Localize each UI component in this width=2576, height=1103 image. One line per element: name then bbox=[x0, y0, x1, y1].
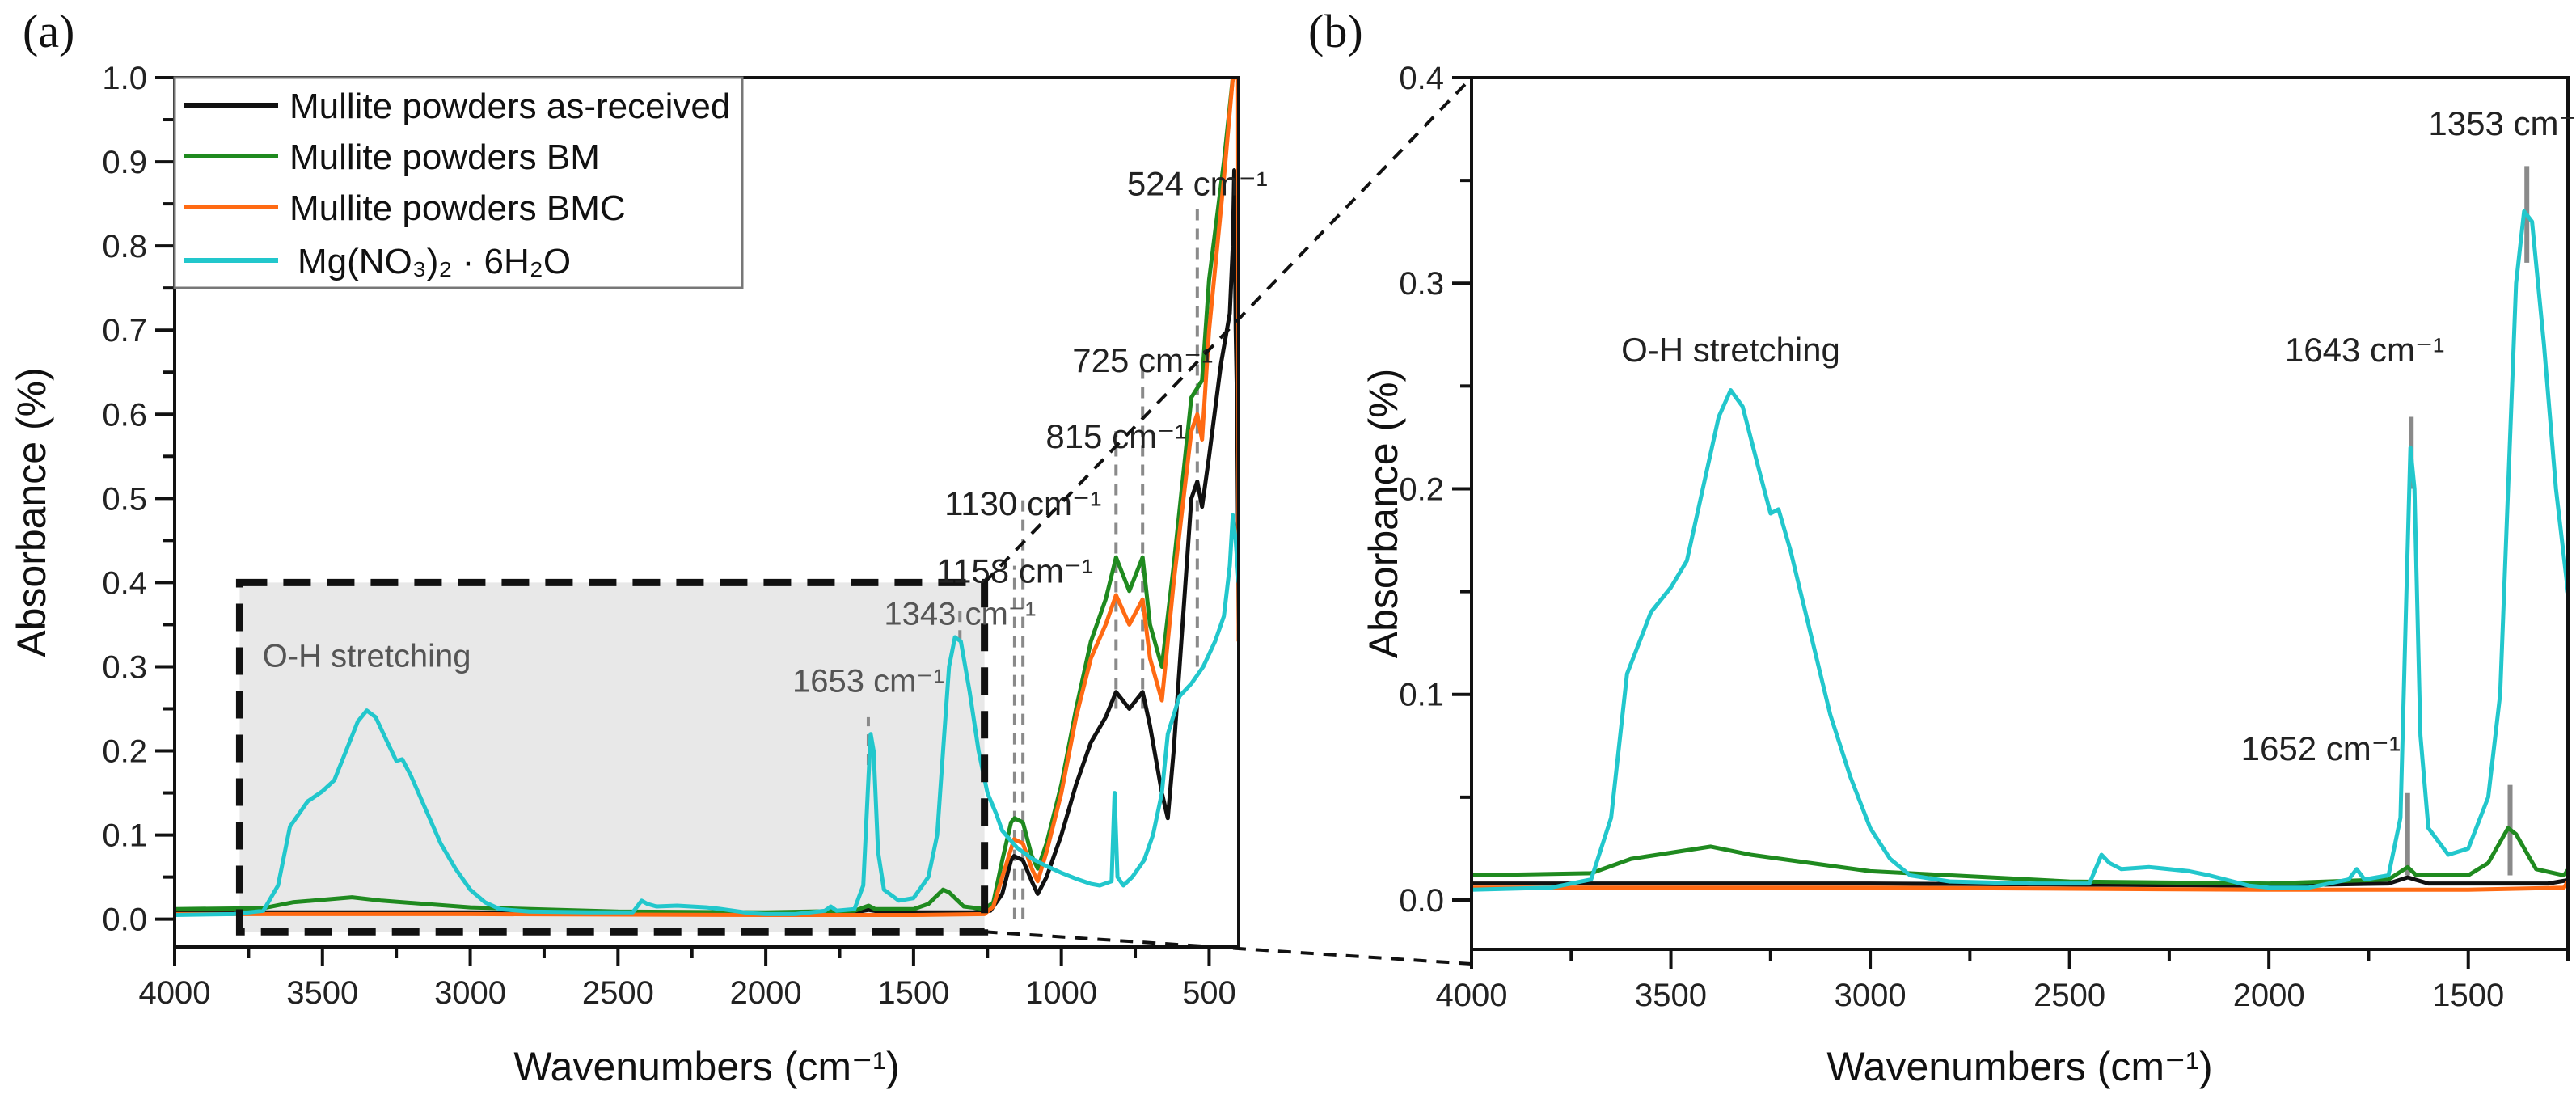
peak-annotation: 1653 cm⁻¹ bbox=[792, 664, 944, 699]
y-tick-label: 0.2 bbox=[1399, 471, 1444, 507]
peak-annotation: 1130 cm⁻¹ bbox=[944, 484, 1101, 522]
x-tick-label: 500 bbox=[1182, 975, 1236, 1011]
zoom-connectors bbox=[983, 76, 1473, 966]
series-line-3 bbox=[1472, 209, 2568, 892]
x-tick-label: 1500 bbox=[2432, 978, 2504, 1013]
peak-annotation: O-H stretching bbox=[263, 638, 471, 674]
series-group bbox=[175, 78, 1239, 917]
x-tick-label: 3500 bbox=[286, 975, 358, 1011]
series-line-2 bbox=[175, 78, 1239, 917]
x-tick-label: 2500 bbox=[2033, 978, 2105, 1013]
panel-b: 4000 3500 3000 2500 2000 1500 0.0 0.1 0.2 0.3 0.4 W… bbox=[1308, 5, 2576, 1089]
x-axis-title: Wavenumbers (cm⁻¹) bbox=[513, 1044, 899, 1089]
zoom-region-box bbox=[235, 578, 989, 936]
y-tick-label: 0.1 bbox=[102, 818, 147, 854]
x-tick-label: 4000 bbox=[1436, 978, 1508, 1013]
y-tick-label: 0.0 bbox=[102, 902, 147, 938]
series-line-0 bbox=[175, 168, 1239, 915]
legend-label: Mg(NO₃)₂ · 6H₂O bbox=[298, 242, 571, 281]
y-axis-title: Absorbance (%) bbox=[1361, 369, 1406, 659]
legend-box bbox=[173, 76, 744, 289]
y-tick-label: 0.3 bbox=[102, 649, 147, 685]
panel-label: (a) bbox=[23, 5, 74, 57]
panel-a: 4000 3500 3000 2500 2000 1500 1000 500 0.0 0.1 0.2… bbox=[9, 5, 1268, 1089]
x-tick-label: 1000 bbox=[1025, 975, 1097, 1011]
panel-label: (b) bbox=[1308, 5, 1363, 57]
x-tick-label: 2000 bbox=[730, 975, 802, 1011]
x-tick-label: 3000 bbox=[434, 975, 506, 1011]
legend-item: Mullite powders as-received bbox=[184, 87, 730, 126]
legend-label: Mullite powders as-received bbox=[289, 87, 730, 126]
series-line-1 bbox=[175, 78, 1239, 915]
y-tick-label: 1.0 bbox=[102, 61, 147, 96]
series-line-2 bbox=[1472, 877, 2568, 892]
peak-annotation: 1343 cm⁻¹ bbox=[884, 596, 1036, 632]
legend-item: Mullite powders BMC bbox=[184, 188, 626, 228]
peak-annotation: 1158 cm⁻¹ bbox=[936, 552, 1093, 590]
x-tick-label: 2500 bbox=[582, 975, 654, 1011]
peak-annotation: 1643 cm⁻¹ bbox=[2285, 331, 2444, 369]
y-tick-label: 0.3 bbox=[1399, 266, 1444, 302]
y-tick-label: 0.8 bbox=[102, 229, 147, 264]
y-tick-label: 0.4 bbox=[1399, 61, 1444, 96]
y-tick-label: 0.1 bbox=[1399, 678, 1444, 713]
x-tick-label: 3500 bbox=[1635, 978, 1707, 1013]
y-tick-label: 0.9 bbox=[102, 145, 147, 180]
plot-frame bbox=[1470, 76, 2570, 951]
x-tick-label: 3000 bbox=[1835, 978, 1907, 1013]
y-tick-label: 0.7 bbox=[102, 313, 147, 349]
x-tick-label: 1500 bbox=[877, 975, 949, 1011]
x-tick-label: 2000 bbox=[2233, 978, 2305, 1013]
series-line-3 bbox=[175, 513, 1239, 917]
legend-item: Mullite powders BM bbox=[184, 137, 600, 177]
legend: Mullite powders as-received Mullite powde… bbox=[173, 76, 744, 289]
y-tick-label: 0.4 bbox=[102, 565, 147, 601]
y-tick-label: 0.0 bbox=[1399, 883, 1444, 919]
y-tick-label: 0.5 bbox=[102, 481, 147, 517]
legend-item: Mg(NO₃)₂ · 6H₂O bbox=[184, 242, 571, 281]
x-axis-title: Wavenumbers (cm⁻¹) bbox=[1826, 1044, 2212, 1089]
peak-annotation: O-H stretching bbox=[1621, 331, 1840, 369]
peak-annotation: 725 cm⁻¹ bbox=[1072, 341, 1213, 379]
legend-label: Mullite powders BM bbox=[289, 137, 600, 177]
zoom-connector-top bbox=[983, 76, 1473, 584]
peak-annotation: 1353 cm⁻¹ bbox=[2428, 104, 2576, 142]
series-line-1 bbox=[1472, 826, 2568, 886]
y-axis-title: Absorbance (%) bbox=[9, 367, 54, 657]
series-group bbox=[1472, 209, 2568, 892]
zoom-region-shade bbox=[239, 582, 985, 932]
legend-label: Mullite powders BMC bbox=[289, 188, 626, 228]
peak-annotation: 1652 cm⁻¹ bbox=[2241, 729, 2401, 767]
y-tick-label: 0.2 bbox=[102, 734, 147, 770]
x-tick-label: 4000 bbox=[139, 975, 211, 1011]
peak-annotation: 815 cm⁻¹ bbox=[1045, 417, 1186, 455]
y-tick-label: 0.6 bbox=[102, 397, 147, 433]
peak-annotation: 524 cm⁻¹ bbox=[1127, 165, 1268, 203]
